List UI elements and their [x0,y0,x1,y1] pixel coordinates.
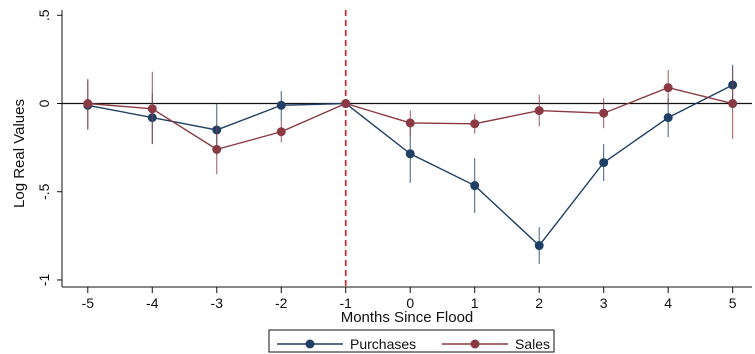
x-tick-label: 5 [729,295,737,311]
x-tick-label: -3 [211,295,224,311]
legend: Purchases Sales [268,329,555,353]
x-tick-label: 2 [535,295,543,311]
sales-point [341,99,351,109]
sales-point [728,99,738,109]
purchases-point [663,113,673,123]
series-purchases [83,64,738,265]
series-layer [83,64,738,265]
y-tick-label: -.5 [36,183,52,200]
x-tick-label: -5 [82,295,95,311]
series-sales [83,68,738,175]
x-tick-label: 4 [664,295,672,311]
purchases-point [276,100,286,110]
x-tick-label: -4 [146,295,159,311]
reference-lines [62,10,752,287]
purchases-point [470,181,480,191]
legend-sales-marker [470,339,480,349]
x-tick-label: -2 [275,295,288,311]
legend-purchases-label: Purchases [350,336,416,352]
sales-point [405,118,415,128]
purchases-point [599,158,609,168]
legend-box [268,329,555,353]
sales-point [534,106,544,116]
sales-point [83,99,93,109]
legend-purchases-marker [305,339,315,349]
legend-sales-label: Sales [515,336,550,352]
sales-point [276,127,286,137]
sales-point [212,144,222,154]
sales-point [663,83,673,93]
x-tick-label: -1 [340,295,353,311]
sales-point [599,108,609,118]
axes: .5 0 -.5 -1 -5 -4 -3 -2 -1 0 1 2 3 4 5 Months Since Flo… [11,9,752,326]
x-axis-title: Months Since Flood [341,309,474,326]
y-axis-title: Log Real Values [11,99,28,208]
purchases-point [534,241,544,251]
x-tick-label: 3 [600,295,608,311]
x-tick-label: 1 [471,295,479,311]
y-tick-label: 0 [36,99,52,107]
y-tick-label: .5 [36,9,52,21]
sales-point [470,119,480,129]
x-tick-label: 0 [406,295,414,311]
purchases-point [405,149,415,159]
y-tick-label: -1 [36,274,52,287]
sales-point [147,104,157,114]
